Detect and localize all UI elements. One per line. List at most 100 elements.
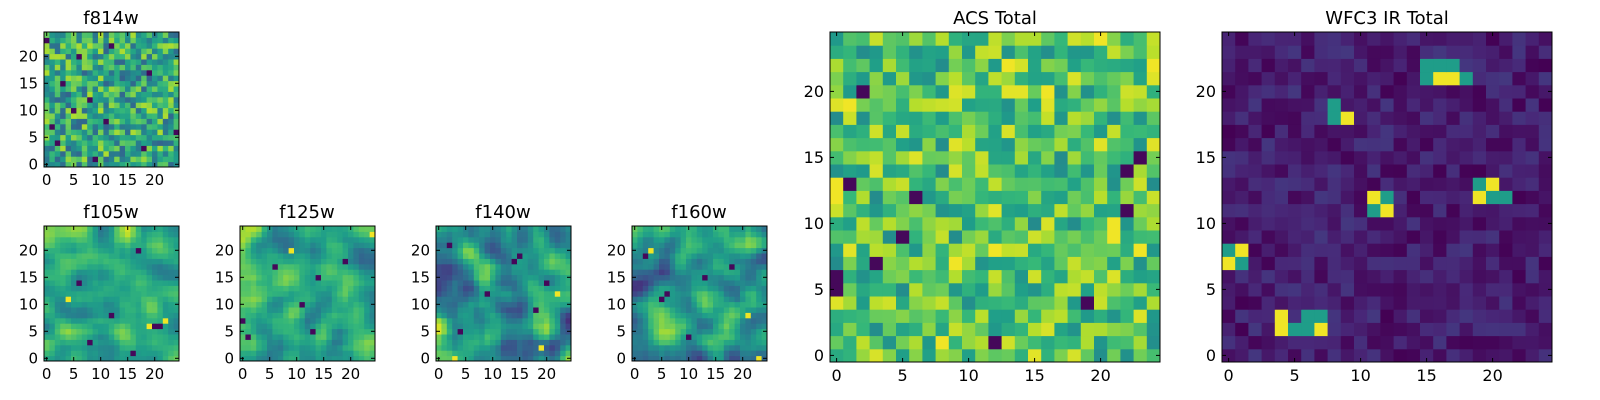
- heatmap-cell: [1459, 282, 1474, 297]
- heatmap-cell: [267, 290, 273, 297]
- heatmap-cell: [1446, 230, 1461, 244]
- heatmap-cell: [554, 285, 561, 292]
- heatmap-cell: [1120, 348, 1135, 363]
- heatmap-cell: [369, 350, 376, 357]
- heatmap-cell: [962, 150, 976, 165]
- heatmap-cell: [1261, 203, 1276, 218]
- heatmap-cell: [348, 253, 354, 259]
- heatmap-cell: [1380, 45, 1395, 59]
- heatmap-cell: [71, 344, 77, 351]
- heatmap-cell: [648, 269, 655, 276]
- heatmap-cell: [1235, 71, 1249, 86]
- heatmap-cell: [1393, 203, 1408, 218]
- heatmap-cell: [664, 274, 671, 281]
- heatmap-cell: [141, 296, 148, 303]
- heatmap-cell: [119, 301, 126, 308]
- heatmap-cell: [1406, 98, 1421, 112]
- heatmap-cell: [157, 91, 164, 98]
- heatmap-cell: [288, 323, 295, 330]
- y-tick-label: 5: [28, 323, 38, 341]
- heatmap-cell: [342, 323, 349, 330]
- heatmap-cell: [723, 258, 730, 265]
- heatmap-cell: [935, 348, 950, 363]
- heatmap-cell: [511, 247, 518, 254]
- heatmap-cell: [162, 296, 169, 303]
- heatmap-cell: [1420, 190, 1434, 205]
- heatmap-cell: [506, 258, 513, 265]
- x-tick-label: 15: [510, 365, 529, 383]
- heatmap-cell: [856, 124, 871, 139]
- heatmap-cell: [659, 307, 665, 313]
- heatmap-cell: [527, 334, 534, 340]
- heatmap-cell: [691, 350, 698, 357]
- heatmap-cell: [60, 263, 67, 270]
- heatmap-cell: [962, 335, 976, 350]
- heatmap-cell: [54, 290, 61, 297]
- heatmap-cell: [364, 296, 371, 303]
- heatmap-cell: [468, 296, 475, 303]
- heatmap-cell: [637, 296, 644, 303]
- heatmap-cell: [1380, 111, 1395, 125]
- heatmap-cell: [135, 134, 142, 141]
- heatmap-cell: [44, 37, 50, 44]
- heatmap-cell: [675, 285, 682, 292]
- heatmap-cells: [1222, 32, 1553, 363]
- heatmap-cell: [310, 339, 317, 346]
- heatmap-cell: [358, 307, 365, 313]
- heatmap-cell: [87, 107, 94, 114]
- heatmap-cell: [533, 274, 540, 281]
- heatmap-cell: [245, 231, 252, 238]
- heatmap-cell: [560, 236, 567, 243]
- heatmap-cell: [288, 344, 295, 351]
- heatmap-cell: [473, 312, 480, 319]
- x-tick-label: 0: [832, 366, 842, 385]
- heatmap-cell: [1472, 84, 1487, 99]
- heatmap-cell: [81, 140, 88, 146]
- heatmap-cell: [81, 236, 88, 243]
- heatmap-cell: [49, 37, 56, 44]
- heatmap-cell: [76, 129, 83, 136]
- heatmap-cell: [49, 118, 56, 125]
- heatmap-cell: [130, 107, 137, 114]
- heatmap-cell: [331, 344, 338, 351]
- heatmap-cell: [490, 242, 496, 249]
- heatmap-cell: [1120, 111, 1135, 125]
- heatmap-cell: [691, 285, 698, 292]
- heatmap-cell: [648, 231, 655, 238]
- heatmap-cell: [146, 69, 153, 76]
- heatmap-cell: [882, 137, 897, 152]
- heatmap-cell: [331, 355, 338, 362]
- heatmap-cell: [92, 69, 99, 76]
- heatmap-cell: [436, 323, 442, 330]
- heatmap-cell: [49, 113, 56, 119]
- heatmap-cell: [1094, 216, 1108, 231]
- heatmap-cell: [734, 301, 741, 308]
- heatmap-cell: [554, 226, 561, 232]
- heatmap-cell: [130, 247, 137, 254]
- heatmap-cell: [922, 282, 937, 297]
- heatmap-cell: [484, 274, 491, 281]
- heatmap-cell: [168, 102, 175, 109]
- panel-title: f105w: [83, 202, 138, 223]
- heatmap-cell: [299, 296, 306, 303]
- heatmap-cell: [92, 134, 99, 141]
- heatmap-cell: [1406, 335, 1421, 350]
- heatmap-cell: [909, 282, 923, 297]
- heatmap-cell: [522, 253, 529, 259]
- heatmap-cell: [125, 134, 131, 141]
- heatmap-cell: [71, 123, 77, 130]
- heatmap-cell: [103, 59, 110, 65]
- y-tick-label: 5: [814, 280, 824, 299]
- heatmap-cell: [119, 145, 126, 152]
- heatmap-cell: [272, 296, 279, 303]
- heatmap-cell: [353, 355, 360, 362]
- heatmap-cell: [65, 123, 72, 130]
- heatmap-cell: [653, 226, 660, 232]
- heatmap-cell: [1327, 164, 1342, 178]
- heatmap-cell: [288, 280, 295, 286]
- heatmap-cell: [669, 355, 676, 362]
- heatmap-cell: [675, 269, 682, 276]
- heatmap-cell: [369, 258, 376, 265]
- y-tick-label: 10: [607, 296, 626, 314]
- heatmap-cell: [92, 307, 99, 313]
